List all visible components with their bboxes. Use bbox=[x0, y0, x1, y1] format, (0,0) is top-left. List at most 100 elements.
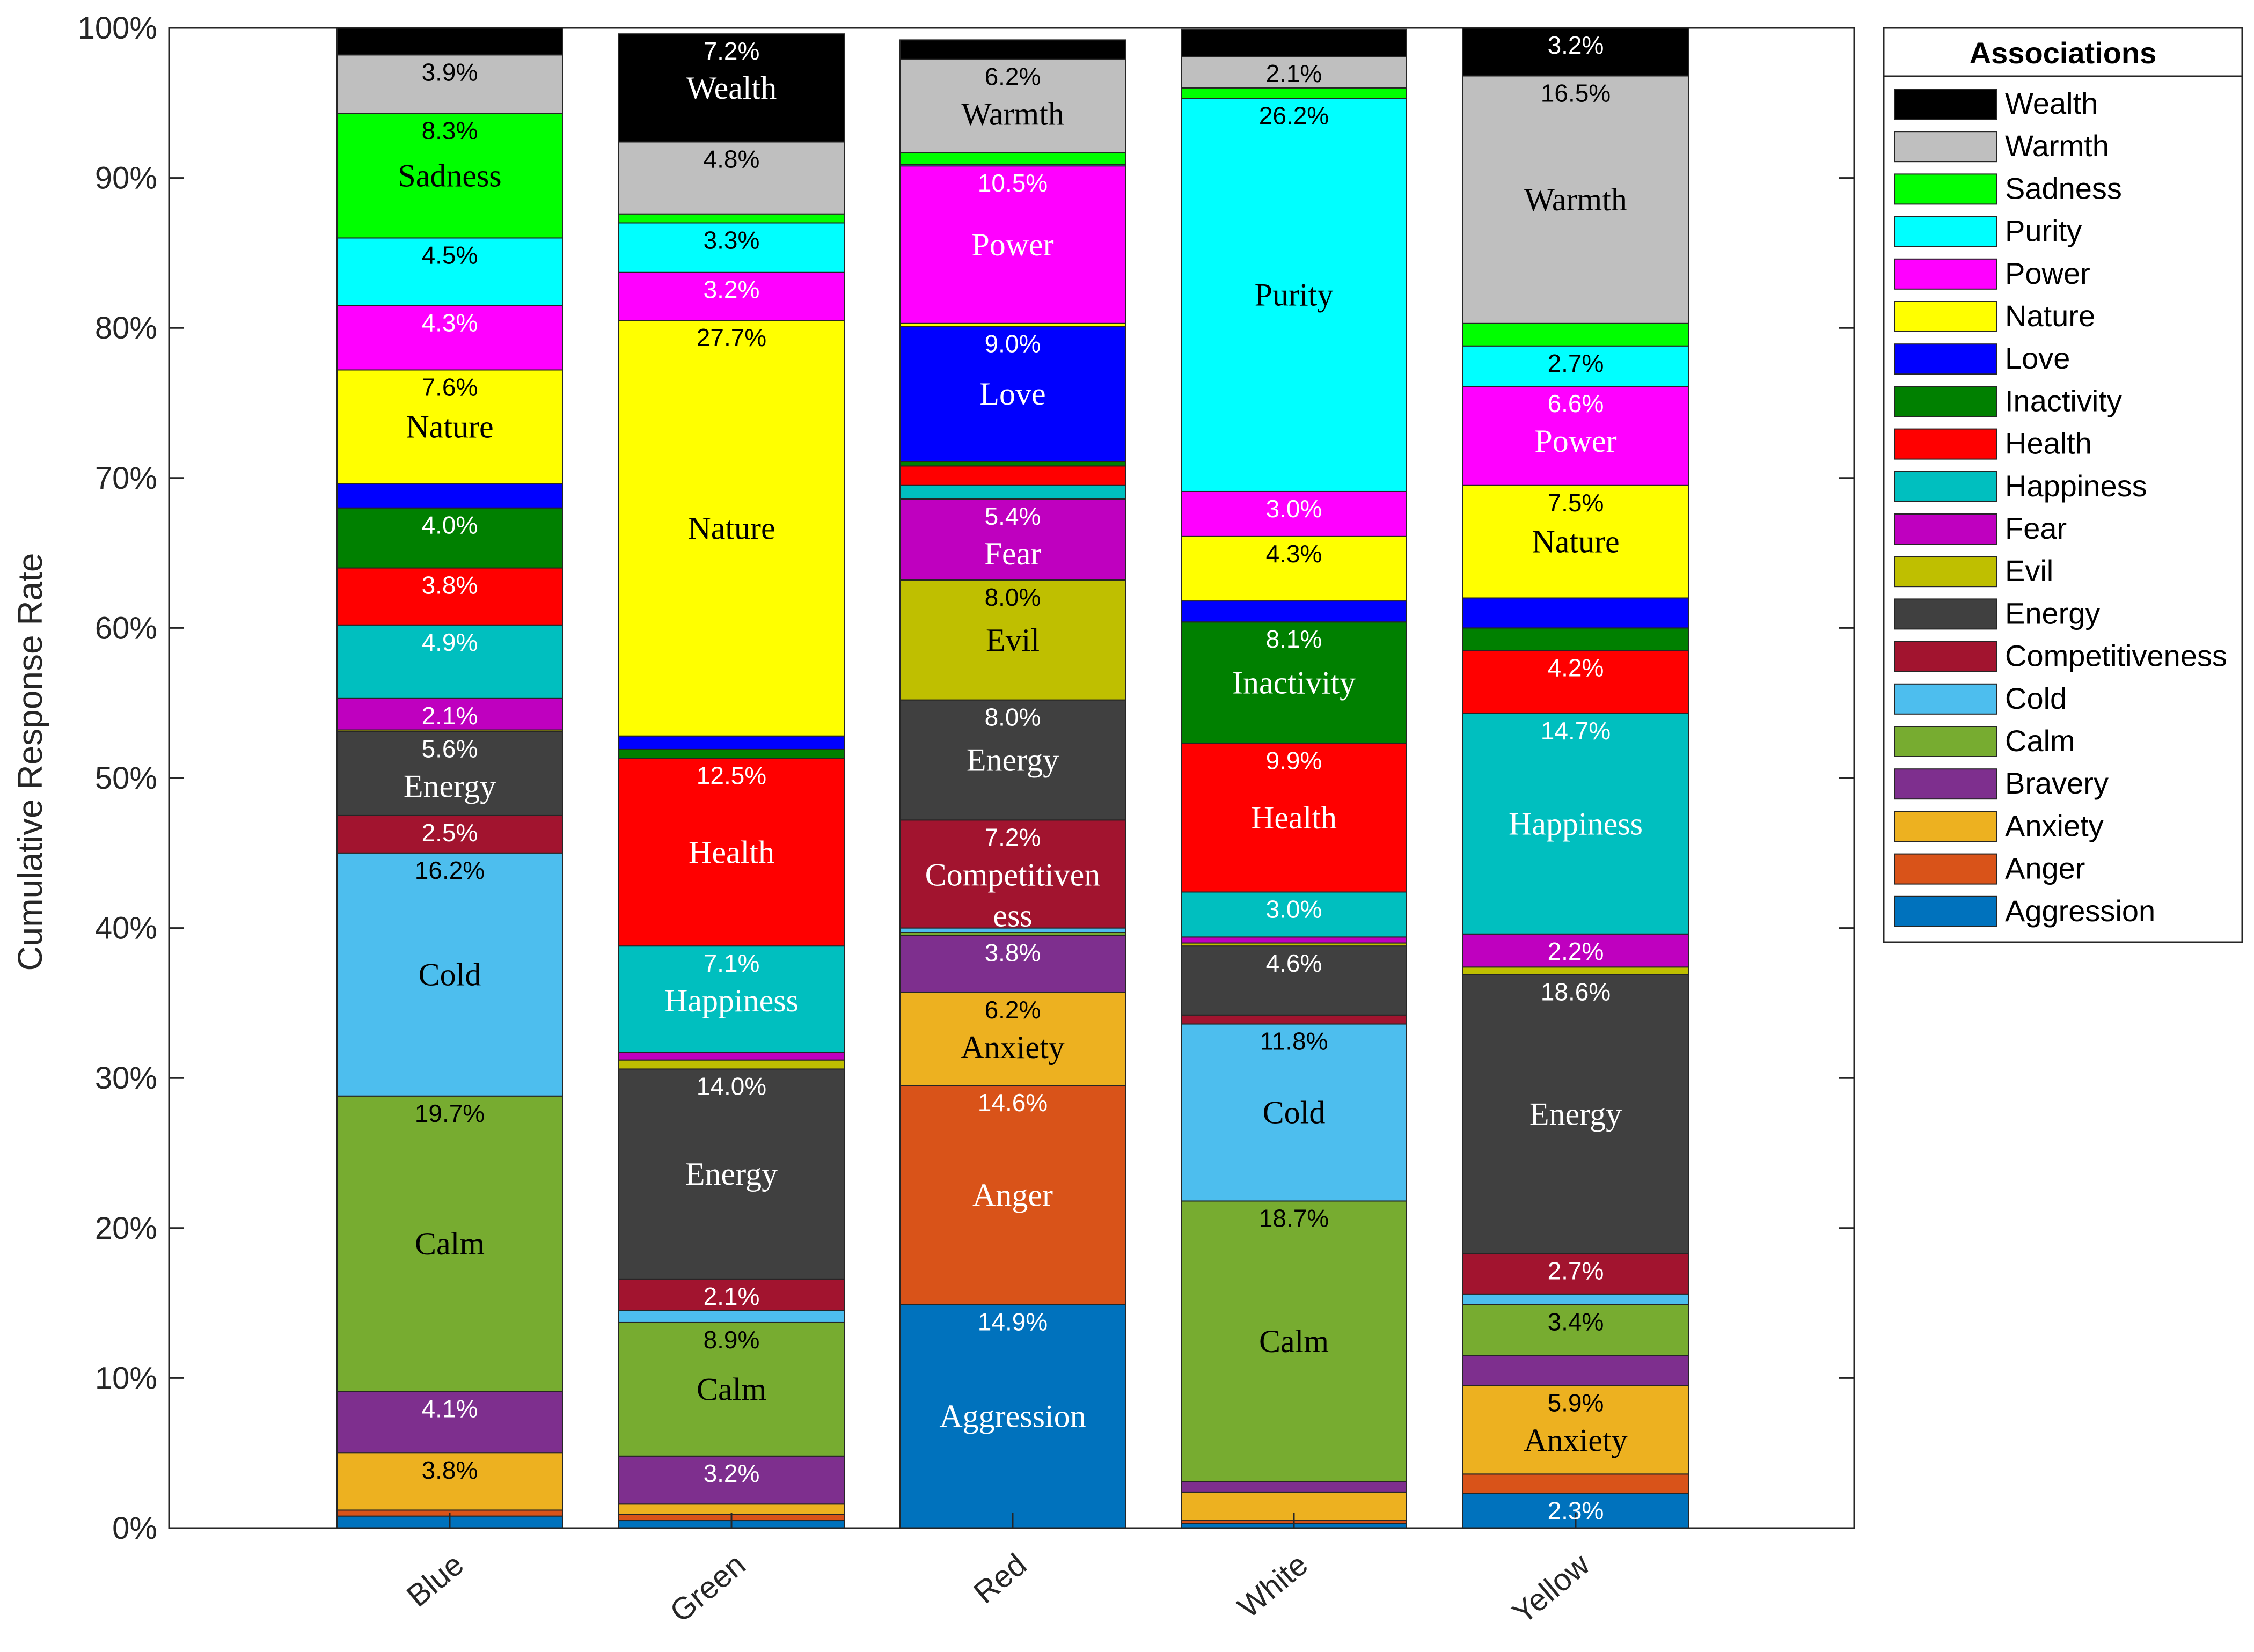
data-label-name: Wealth bbox=[686, 70, 777, 106]
legend-swatch bbox=[1894, 853, 1997, 885]
y-tick-label: 10% bbox=[95, 1361, 157, 1396]
data-label-name: Happiness bbox=[664, 983, 799, 1018]
legend-label: Purity bbox=[2005, 214, 2082, 248]
data-label-pct: 4.2% bbox=[1548, 654, 1604, 681]
legend-entry-aggression: Aggression bbox=[1894, 894, 2155, 928]
data-label-pct: 3.0% bbox=[1266, 895, 1322, 923]
bar-segment-green-competitiveness bbox=[618, 1278, 845, 1311]
legend-label: Anger bbox=[2005, 851, 2085, 885]
bar-segment-red-energy bbox=[899, 699, 1126, 821]
data-label-pct: 3.2% bbox=[1548, 31, 1604, 59]
bar-segment-green-bravery bbox=[618, 1455, 845, 1505]
data-label-pct: 4.8% bbox=[704, 145, 760, 173]
data-label-name: Calm bbox=[1259, 1324, 1329, 1359]
bar-segment-white-warmth bbox=[1181, 56, 1407, 89]
legend-entry-sadness: Sadness bbox=[1894, 171, 2122, 205]
legend-entry-anger: Anger bbox=[1894, 851, 2085, 885]
bar-segment-red-love bbox=[899, 326, 1126, 462]
bar-segment-green-fear bbox=[618, 1052, 845, 1061]
legend-swatch bbox=[1894, 343, 1997, 375]
legend-label: Sadness bbox=[2005, 171, 2122, 205]
legend-entry-health: Health bbox=[1894, 427, 2092, 460]
legend-swatch bbox=[1894, 895, 1997, 927]
legend-swatch bbox=[1894, 471, 1997, 502]
data-label-pct: 4.5% bbox=[422, 241, 478, 269]
data-label-name: Power bbox=[971, 227, 1053, 262]
bar-segment-green-sadness bbox=[618, 213, 845, 224]
legend-label: Warmth bbox=[2005, 129, 2109, 163]
bar-segment-blue-warmth bbox=[336, 54, 563, 114]
bar-stack-yellow bbox=[1462, 27, 1689, 1529]
bar-segment-red-happiness bbox=[899, 484, 1126, 500]
bar-segment-blue-happiness bbox=[336, 624, 563, 699]
legend-swatch bbox=[1894, 726, 1997, 757]
data-label-pct: 2.3% bbox=[1548, 1497, 1604, 1525]
legend-swatch bbox=[1894, 598, 1997, 630]
data-label-name: Competitiven bbox=[925, 857, 1101, 892]
bar-segment-red-health bbox=[899, 465, 1126, 486]
data-label-pct: 10.5% bbox=[978, 169, 1048, 197]
y-tick-label: 30% bbox=[95, 1061, 157, 1096]
bar-segment-green-power bbox=[618, 271, 845, 321]
legend-entry-calm: Calm bbox=[1894, 724, 2075, 758]
legend-swatch bbox=[1894, 216, 1997, 247]
bar-segment-yellow-purity bbox=[1462, 345, 1689, 387]
bar-segment-red-competitiveness bbox=[899, 819, 1126, 929]
bar-segment-green-cold bbox=[618, 1310, 845, 1323]
data-label-pct: 2.7% bbox=[1548, 349, 1604, 377]
data-label-pct: 7.2% bbox=[704, 37, 760, 65]
y-tick-label: 50% bbox=[95, 761, 157, 796]
data-label-name: Warmth bbox=[1524, 182, 1627, 217]
legend-entry-anxiety: Anxiety bbox=[1894, 809, 2104, 842]
data-label-name: Energy bbox=[404, 768, 496, 804]
legend-swatch bbox=[1894, 641, 1997, 672]
data-label-name: ess bbox=[993, 898, 1032, 933]
legend-entry-wealth: Wealth bbox=[1894, 86, 2098, 120]
data-label-pct: 3.4% bbox=[1548, 1308, 1604, 1335]
legend-entry-love: Love bbox=[1894, 341, 2070, 375]
data-label-name: Health bbox=[689, 834, 774, 870]
y-tick-label: 90% bbox=[95, 161, 157, 196]
data-label-name: Sadness bbox=[398, 158, 501, 193]
data-label-pct: 5.9% bbox=[1548, 1389, 1604, 1416]
legend-entry-power: Power bbox=[1894, 256, 2090, 290]
data-label-name: Evil bbox=[986, 622, 1040, 658]
data-label-pct: 8.0% bbox=[985, 703, 1041, 731]
bar-segment-yellow-warmth bbox=[1462, 75, 1689, 324]
data-label-pct: 3.8% bbox=[422, 1456, 478, 1484]
bar-segment-green-love bbox=[618, 735, 845, 750]
bar-segment-yellow-cold bbox=[1462, 1293, 1689, 1305]
data-label-pct: 3.3% bbox=[704, 226, 760, 254]
bar-segment-white-cold bbox=[1181, 1023, 1407, 1202]
bar-segment-blue-purity bbox=[336, 237, 563, 306]
data-label-pct: 3.9% bbox=[422, 58, 478, 86]
data-label-pct: 3.2% bbox=[704, 1459, 760, 1487]
bar-stack-green bbox=[618, 33, 845, 1529]
bar-segment-yellow-love bbox=[1462, 597, 1689, 629]
bar-segment-yellow-fear bbox=[1462, 933, 1689, 968]
data-label-name: Cold bbox=[1263, 1095, 1326, 1130]
bar-segment-red-wealth bbox=[899, 39, 1126, 60]
bar-segment-green-warmth bbox=[618, 141, 845, 215]
legend-entry-warmth: Warmth bbox=[1894, 129, 2109, 163]
legend-swatch bbox=[1894, 386, 1997, 417]
legend-swatch bbox=[1894, 556, 1997, 588]
bar-segment-yellow-nature bbox=[1462, 484, 1689, 599]
data-label-name: Energy bbox=[685, 1156, 778, 1192]
legend-entry-inactivity: Inactivity bbox=[1894, 384, 2122, 417]
bar-segment-yellow-bravery bbox=[1462, 1355, 1689, 1386]
bar-segment-white-wealth bbox=[1181, 28, 1407, 57]
legend-entry-evil: Evil bbox=[1894, 554, 2053, 588]
legend-label: Love bbox=[2005, 341, 2070, 375]
data-label-pct: 16.2% bbox=[415, 856, 485, 884]
data-label-pct: 5.4% bbox=[985, 502, 1041, 530]
legend-title: Associations bbox=[1970, 36, 2157, 70]
data-label-pct: 16.5% bbox=[1541, 79, 1611, 107]
bar-segment-green-anxiety bbox=[618, 1503, 845, 1515]
data-label-name: Aggression bbox=[939, 1399, 1086, 1434]
data-label-pct: 5.6% bbox=[422, 735, 478, 762]
legend-entry-nature: Nature bbox=[1894, 299, 2095, 333]
bar-segment-blue-nature bbox=[336, 369, 563, 484]
data-label-pct: 14.0% bbox=[697, 1072, 766, 1100]
data-label-pct: 3.8% bbox=[422, 571, 478, 599]
